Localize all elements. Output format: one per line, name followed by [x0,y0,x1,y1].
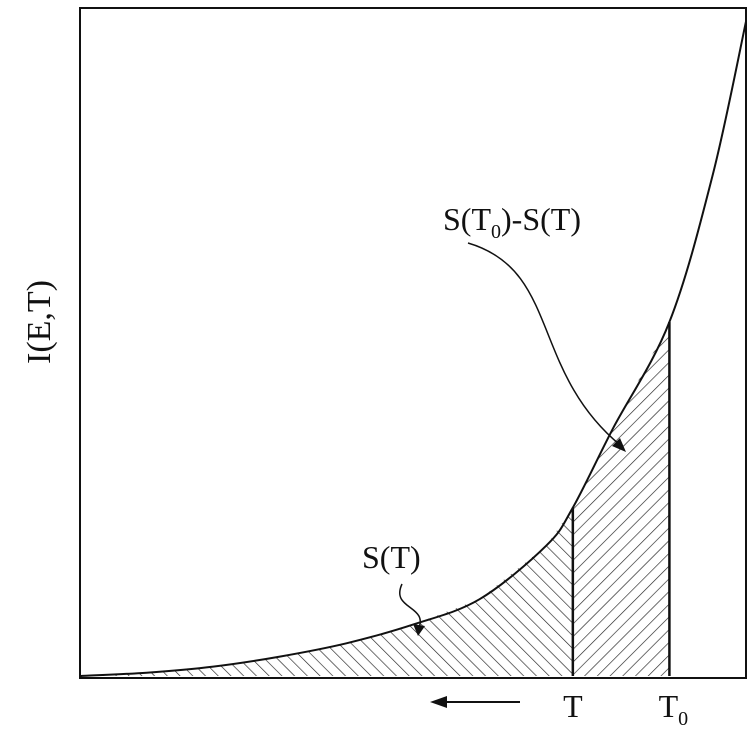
region-s-t0-minus-s-t [572,322,670,676]
x-tick-label-t: T [563,688,583,724]
svg-text:T0: T0 [659,688,689,730]
annotation-s-t0-minus-s-t: S(T0)-S(T) [443,201,581,243]
annotation-s-t0-minus-s-t-arrowhead [612,438,626,452]
region-s-t [80,507,573,676]
plot-frame [79,7,747,679]
y-axis-label: I(E,T) [21,280,58,364]
direction-arrow-left [430,696,520,708]
x-tick-label-t0: T0 [659,688,689,730]
annotation-s-t-leader [399,583,421,631]
annotation-s-t0-minus-s-t-leader [467,242,621,446]
annotation-s-t-arrowhead [413,624,425,636]
annotation-s-t: S(T) [362,539,421,575]
intensity-curve [79,21,747,677]
